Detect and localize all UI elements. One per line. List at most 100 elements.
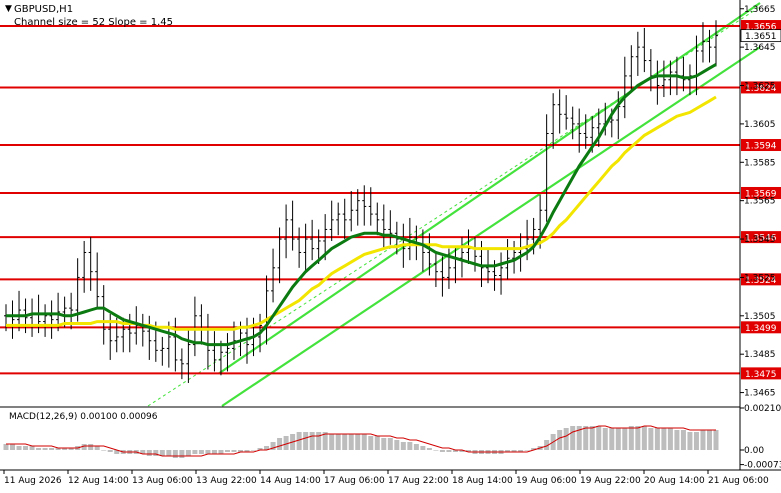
- macd-bar: [342, 434, 347, 450]
- macd-tick-label: 0.00210: [744, 404, 781, 414]
- macd-bar: [101, 450, 106, 451]
- macd-bar: [231, 450, 236, 452]
- macd-bar: [687, 432, 692, 450]
- current-price-label: 1.3651: [745, 32, 777, 42]
- level-label-1.3499: 1.3499: [745, 324, 777, 334]
- macd-bar: [433, 450, 438, 451]
- macd-bar: [10, 444, 15, 450]
- macd-bar: [166, 450, 171, 456]
- macd-bar: [674, 430, 679, 450]
- price-tick-label: 1.3665: [744, 5, 776, 15]
- macd-bar: [707, 430, 712, 450]
- symbol-title: GBPUSD,H1: [14, 4, 73, 15]
- macd-bar: [525, 450, 530, 451]
- macd-bar: [446, 450, 451, 452]
- macd-bar: [590, 426, 595, 450]
- macd-bar: [629, 426, 634, 450]
- macd-bar: [407, 442, 412, 450]
- time-tick-label: 21 Aug 06:00: [708, 476, 769, 486]
- macd-bar: [218, 450, 223, 454]
- macd-bar: [23, 446, 28, 450]
- price-tick-label: 1.3625: [744, 82, 776, 92]
- price-tick-label: 1.3465: [744, 389, 776, 399]
- time-tick-label: 20 Aug 14:00: [644, 476, 705, 486]
- macd-bar: [668, 428, 673, 450]
- macd-bar: [596, 426, 601, 450]
- macd-bar: [316, 432, 321, 450]
- macd-bar: [414, 444, 419, 450]
- macd-bar: [714, 430, 719, 450]
- price-tick-label: 1.3525: [744, 273, 776, 283]
- macd-bar: [440, 450, 445, 452]
- macd-label: MACD(12,26,9) 0.00100 0.00096: [9, 412, 158, 422]
- macd-bar: [199, 450, 204, 454]
- time-tick-label: 18 Aug 14:00: [452, 476, 513, 486]
- macd-bar: [43, 448, 48, 450]
- macd-bar: [642, 426, 647, 450]
- macd-bar: [564, 428, 569, 450]
- macd-tick-label: -0.00073: [744, 461, 781, 471]
- macd-bar: [427, 448, 432, 450]
- price-tick-label: 1.3505: [744, 312, 776, 322]
- macd-bar: [557, 430, 562, 450]
- macd-bar: [616, 428, 621, 450]
- time-tick-label: 13 Aug 22:00: [196, 476, 257, 486]
- time-tick-label: 11 Aug 2026: [4, 476, 62, 486]
- price-tick-label: 1.3485: [744, 350, 776, 360]
- macd-bar: [251, 450, 256, 451]
- macd-bar: [153, 450, 158, 456]
- time-tick-label: 19 Aug 06:00: [516, 476, 577, 486]
- level-label-1.3475: 1.3475: [745, 370, 777, 380]
- symbol-title-icon: ▼: [5, 4, 12, 14]
- macd-bar: [362, 434, 367, 450]
- macd-bar: [173, 450, 178, 458]
- price-tick-label: 1.3585: [744, 158, 776, 168]
- macd-bar: [49, 448, 54, 450]
- macd-bar: [88, 444, 93, 450]
- macd-bar: [655, 428, 660, 450]
- macd-bar: [388, 438, 393, 450]
- macd-bar: [310, 432, 315, 450]
- price-tick-label: 1.3545: [744, 235, 776, 245]
- macd-bar: [179, 450, 184, 458]
- time-tick-label: 17 Aug 22:00: [388, 476, 449, 486]
- macd-bar: [329, 434, 334, 450]
- macd-bar: [661, 428, 666, 450]
- level-label-1.3594: 1.3594: [745, 142, 777, 152]
- macd-bar: [583, 426, 588, 450]
- macd-bar: [394, 440, 399, 450]
- channel-subtitle: Channel size = 52 Slope = 1.45: [14, 17, 173, 28]
- macd-bar: [349, 434, 354, 450]
- price-tick-label: 1.3605: [744, 120, 776, 130]
- macd-bar: [420, 446, 425, 450]
- macd-bar: [4, 444, 9, 450]
- macd-bar: [147, 450, 152, 456]
- macd-bar: [681, 430, 686, 450]
- macd-bar: [205, 450, 210, 454]
- macd-bar: [401, 442, 406, 450]
- macd-bar: [700, 430, 705, 450]
- macd-bar: [212, 450, 217, 454]
- macd-bar: [622, 428, 627, 450]
- time-tick-label: 17 Aug 06:00: [324, 476, 385, 486]
- macd-bar: [225, 450, 230, 452]
- macd-bar: [336, 434, 341, 450]
- macd-bar: [192, 450, 197, 454]
- macd-bar: [303, 432, 308, 450]
- time-tick-label: 12 Aug 14:00: [68, 476, 129, 486]
- macd-bar: [381, 438, 386, 450]
- macd-bar: [694, 432, 699, 450]
- macd-bar: [30, 446, 35, 450]
- macd-bar: [277, 438, 282, 450]
- macd-bar: [186, 450, 191, 456]
- time-tick-label: 19 Aug 22:00: [580, 476, 641, 486]
- price-tick-label: 1.3645: [744, 43, 776, 53]
- macd-bar: [609, 428, 614, 450]
- time-tick-label: 13 Aug 06:00: [132, 476, 193, 486]
- macd-bar: [375, 436, 380, 450]
- macd-bar: [368, 436, 373, 450]
- macd-bar: [95, 446, 100, 450]
- macd-tick-label: 0.00: [744, 446, 764, 456]
